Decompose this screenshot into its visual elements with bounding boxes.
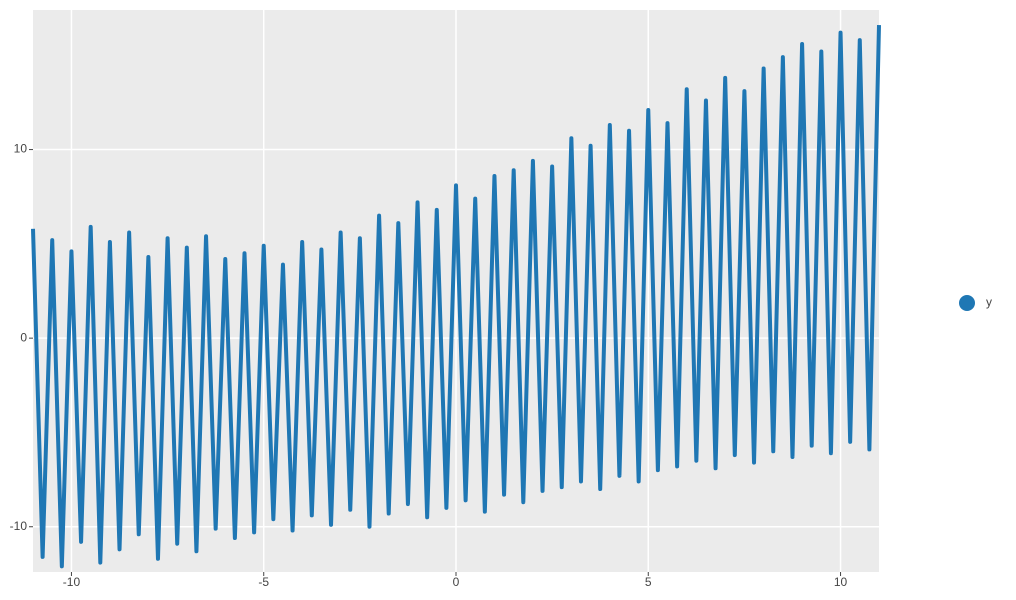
y-tick-label: 0: [20, 330, 27, 344]
x-tick-label: 0: [453, 575, 460, 589]
x-tick-label: -5: [258, 575, 269, 589]
x-tick-label: -10: [63, 575, 81, 589]
x-tick-label: 5: [645, 575, 652, 589]
legend-label: y: [986, 295, 992, 309]
data-line: [31, 25, 881, 569]
x-tick-label: 10: [834, 575, 848, 589]
legend-marker: [959, 295, 975, 311]
y-tick-label: 10: [14, 142, 28, 156]
y-tick-label: -10: [10, 519, 28, 533]
